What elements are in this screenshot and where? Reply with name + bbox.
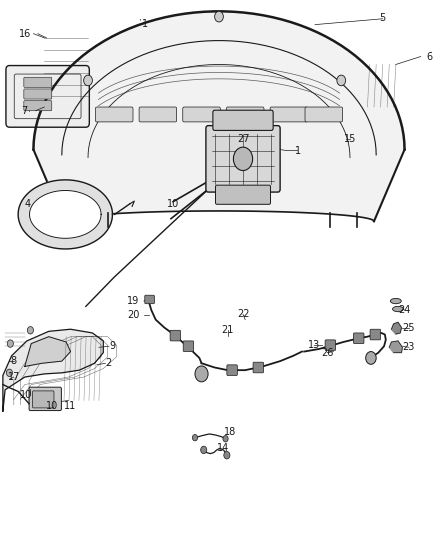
Text: 24: 24 bbox=[399, 305, 411, 315]
Circle shape bbox=[215, 11, 223, 22]
Text: 21: 21 bbox=[222, 325, 234, 335]
Text: 4: 4 bbox=[25, 199, 31, 209]
FancyBboxPatch shape bbox=[270, 107, 307, 122]
Text: 16: 16 bbox=[18, 29, 31, 39]
Text: 15: 15 bbox=[344, 134, 356, 144]
Text: 6: 6 bbox=[426, 52, 432, 61]
Text: 26: 26 bbox=[321, 348, 333, 358]
Circle shape bbox=[337, 75, 346, 86]
Text: 10: 10 bbox=[46, 401, 58, 411]
FancyBboxPatch shape bbox=[325, 340, 336, 351]
Circle shape bbox=[7, 369, 12, 376]
Text: 7: 7 bbox=[21, 106, 28, 116]
FancyBboxPatch shape bbox=[226, 107, 264, 122]
FancyBboxPatch shape bbox=[206, 126, 280, 192]
Circle shape bbox=[84, 75, 92, 86]
Polygon shape bbox=[3, 329, 103, 411]
FancyBboxPatch shape bbox=[24, 89, 52, 99]
Text: 18: 18 bbox=[224, 427, 236, 438]
Polygon shape bbox=[33, 11, 405, 221]
Polygon shape bbox=[389, 341, 403, 353]
Text: 10: 10 bbox=[167, 199, 179, 209]
Text: 9: 9 bbox=[109, 341, 115, 351]
Text: 20: 20 bbox=[127, 310, 140, 320]
FancyBboxPatch shape bbox=[183, 341, 194, 352]
Text: 11: 11 bbox=[64, 401, 76, 411]
Text: 2: 2 bbox=[106, 358, 112, 368]
FancyBboxPatch shape bbox=[24, 77, 52, 87]
Circle shape bbox=[224, 451, 230, 459]
Circle shape bbox=[366, 352, 376, 365]
FancyBboxPatch shape bbox=[213, 110, 273, 131]
FancyBboxPatch shape bbox=[227, 365, 237, 375]
Circle shape bbox=[195, 366, 208, 382]
Ellipse shape bbox=[392, 306, 403, 312]
Text: 14: 14 bbox=[217, 443, 230, 453]
Polygon shape bbox=[392, 322, 402, 334]
Polygon shape bbox=[25, 337, 71, 367]
Text: 5: 5 bbox=[380, 13, 386, 23]
Text: 17: 17 bbox=[7, 372, 20, 382]
FancyBboxPatch shape bbox=[95, 107, 133, 122]
Text: 8: 8 bbox=[11, 356, 17, 366]
FancyBboxPatch shape bbox=[170, 330, 180, 341]
Polygon shape bbox=[29, 190, 101, 238]
FancyBboxPatch shape bbox=[145, 295, 154, 304]
Circle shape bbox=[192, 434, 198, 441]
Circle shape bbox=[27, 327, 33, 334]
Text: 1: 1 bbox=[142, 19, 148, 29]
Circle shape bbox=[7, 340, 13, 348]
FancyBboxPatch shape bbox=[370, 329, 381, 340]
FancyBboxPatch shape bbox=[353, 333, 364, 344]
Text: 27: 27 bbox=[237, 134, 249, 144]
Ellipse shape bbox=[390, 298, 401, 304]
Text: 10: 10 bbox=[20, 390, 32, 400]
Circle shape bbox=[223, 435, 228, 442]
FancyBboxPatch shape bbox=[29, 387, 61, 410]
Circle shape bbox=[233, 147, 253, 171]
FancyBboxPatch shape bbox=[253, 362, 264, 373]
FancyBboxPatch shape bbox=[6, 66, 89, 127]
FancyBboxPatch shape bbox=[305, 107, 343, 122]
FancyBboxPatch shape bbox=[215, 185, 271, 204]
Text: 22: 22 bbox=[237, 309, 249, 319]
Polygon shape bbox=[18, 180, 113, 249]
Circle shape bbox=[201, 446, 207, 454]
Text: 1: 1 bbox=[294, 146, 300, 156]
Text: 19: 19 bbox=[127, 296, 140, 306]
FancyBboxPatch shape bbox=[24, 101, 52, 111]
FancyBboxPatch shape bbox=[183, 107, 220, 122]
Text: 13: 13 bbox=[308, 340, 320, 350]
Text: 23: 23 bbox=[403, 342, 415, 352]
Text: 25: 25 bbox=[403, 322, 415, 333]
FancyBboxPatch shape bbox=[32, 391, 54, 408]
FancyBboxPatch shape bbox=[139, 107, 177, 122]
